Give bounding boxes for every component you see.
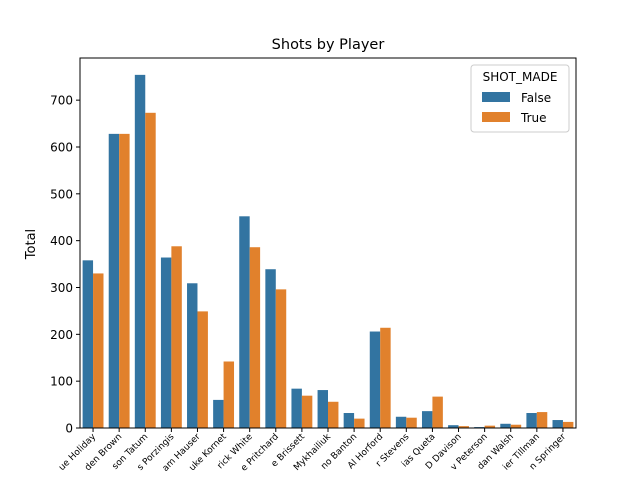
- bar-false-16: [500, 423, 511, 428]
- bar-false-14: [448, 425, 459, 428]
- bar-true-4: [197, 311, 208, 428]
- bar-true-5: [223, 361, 235, 428]
- bar-true-1: [119, 133, 130, 428]
- y-tick-label: 200: [50, 328, 73, 342]
- bar-true-6: [249, 247, 261, 428]
- bar-false-8: [291, 388, 302, 428]
- bar-true-11: [380, 327, 391, 428]
- bar-true-14: [458, 426, 469, 428]
- y-tick-label: 400: [50, 234, 73, 248]
- y-tick-label: 300: [50, 281, 73, 295]
- bar-false-11: [369, 331, 381, 428]
- bar-true-8: [301, 395, 313, 428]
- bar-false-3: [160, 257, 172, 428]
- bar-true-9: [328, 401, 339, 428]
- bar-false-1: [108, 133, 120, 428]
- y-tick-label: 100: [50, 375, 73, 389]
- y-tick-label: 500: [50, 187, 73, 201]
- legend-label-false: False: [521, 91, 551, 105]
- bar-true-10: [354, 418, 365, 428]
- legend-title: SHOT_MADE: [483, 70, 558, 84]
- y-tick-label: 700: [50, 94, 73, 108]
- bar-false-7: [265, 269, 276, 428]
- bar-false-9: [317, 390, 328, 428]
- legend-label-true: True: [520, 111, 547, 125]
- bar-true-3: [171, 246, 182, 428]
- bar-true-2: [145, 112, 156, 429]
- bar-false-4: [187, 283, 198, 428]
- y-tick-label: 0: [65, 422, 73, 436]
- bar-true-16: [510, 424, 522, 428]
- chart-title: Shots by Player: [272, 37, 385, 53]
- bar-true-17: [536, 412, 548, 428]
- bar-true-15: [484, 425, 496, 428]
- bar-false-0: [82, 260, 94, 428]
- bar-true-18: [562, 421, 574, 428]
- bar-true-13: [432, 396, 443, 428]
- bar-false-10: [343, 413, 355, 428]
- bar-false-2: [134, 74, 146, 429]
- legend-swatch-true: [482, 112, 510, 122]
- bar-false-6: [239, 216, 250, 428]
- legend: SHOT_MADE False True: [470, 64, 570, 133]
- bar-false-5: [213, 399, 224, 428]
- bar-false-17: [526, 413, 537, 428]
- bar-true-0: [93, 273, 104, 428]
- bar-false-13: [421, 411, 433, 428]
- bar-false-18: [552, 420, 563, 428]
- plot-frame: [79, 57, 577, 429]
- legend-swatch-false: [482, 92, 510, 102]
- bar-true-7: [275, 289, 287, 428]
- y-axis-ticks: 0 100 200 300 400 500 600 700: [50, 94, 80, 436]
- bar-false-12: [395, 416, 407, 428]
- bars-group: [82, 74, 574, 429]
- bar-true-12: [406, 417, 417, 428]
- y-tick-label: 600: [50, 140, 73, 154]
- y-axis-label: Total: [24, 229, 39, 260]
